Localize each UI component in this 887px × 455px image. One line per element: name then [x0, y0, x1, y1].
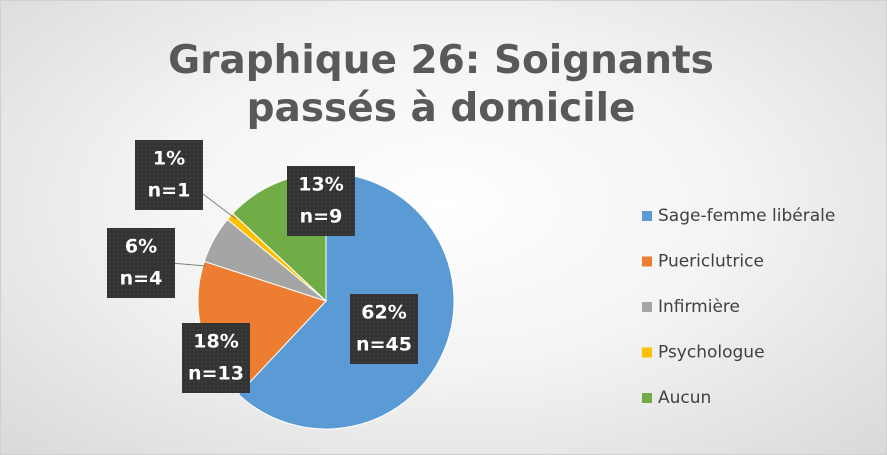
legend-swatch	[642, 393, 652, 403]
leader-line	[198, 190, 237, 220]
data-label-count: n=13	[188, 363, 244, 385]
data-label-count: n=1	[148, 180, 191, 202]
pie-slice	[237, 172, 455, 430]
data-label: 13%	[298, 174, 343, 196]
data-label: 62%	[361, 302, 406, 324]
data-label-count: n=9	[300, 206, 343, 228]
data-label-box	[182, 323, 250, 393]
legend-swatch	[642, 211, 652, 221]
legend-label: Infirmière	[658, 297, 740, 317]
data-label: 18%	[193, 331, 238, 353]
legend-label: Puericlutrice	[658, 252, 764, 272]
data-label: 1%	[153, 148, 185, 170]
data-label-box	[135, 140, 203, 210]
data-label-box	[287, 166, 355, 236]
legend-label: Sage-femme libérale	[658, 206, 835, 226]
legend-swatch	[642, 347, 652, 358]
data-label-count: n=45	[356, 334, 412, 356]
legend-swatch	[642, 302, 652, 312]
data-label-box	[107, 228, 175, 298]
legend-label: Psychologue	[658, 343, 765, 363]
legend-label: Aucun	[658, 388, 711, 408]
data-label: 6%	[125, 236, 157, 258]
leader-line	[170, 262, 207, 267]
data-label-box	[350, 294, 418, 364]
chart-title: Graphique 26: Soignants passés à domicil…	[168, 38, 714, 131]
data-label-count: n=4	[120, 268, 163, 290]
legend-swatch	[642, 256, 652, 267]
